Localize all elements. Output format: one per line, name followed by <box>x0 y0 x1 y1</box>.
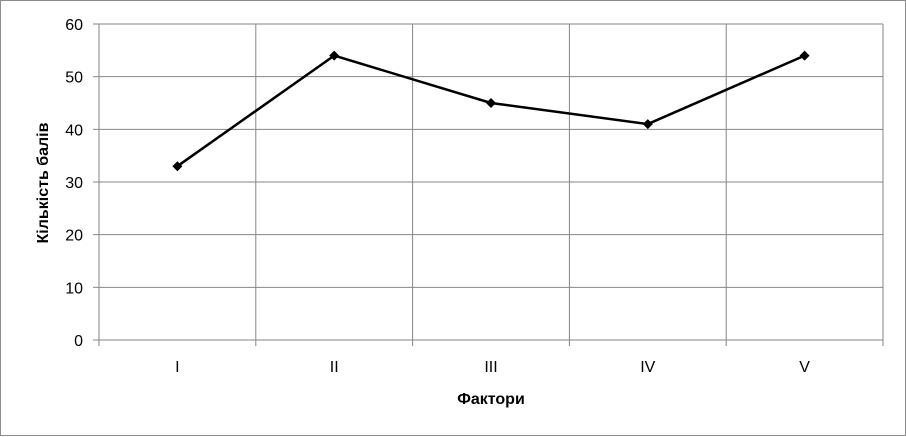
x-tick-label: V <box>799 359 810 376</box>
series-line <box>176 54 806 168</box>
data-point-marker <box>329 50 340 61</box>
x-tick-label: III <box>484 359 497 376</box>
x-tick-labels: I II III IV V <box>175 359 810 376</box>
x-axis-title: Фактори <box>457 391 525 408</box>
data-point-marker <box>799 50 810 61</box>
y-tick-label: 40 <box>65 122 83 139</box>
x-tick-label: IV <box>640 359 655 376</box>
data-point-marker <box>642 119 653 130</box>
y-tick-label: 10 <box>65 280 83 297</box>
y-tick-labels: 0 10 20 30 40 50 60 <box>65 17 83 350</box>
series-group <box>172 50 810 172</box>
data-point-marker <box>486 98 496 108</box>
data-point-marker <box>172 161 183 172</box>
x-tick-label: II <box>330 359 339 376</box>
y-tick-label: 0 <box>74 333 83 350</box>
y-axis-title: Кількість балів <box>35 122 52 243</box>
y-tick-label: 20 <box>65 228 83 245</box>
y-tick-label: 60 <box>65 17 83 34</box>
y-tick-label: 50 <box>65 70 83 87</box>
gridlines <box>93 23 884 346</box>
x-tick-label: I <box>175 359 179 376</box>
y-tick-label: 30 <box>65 175 83 192</box>
